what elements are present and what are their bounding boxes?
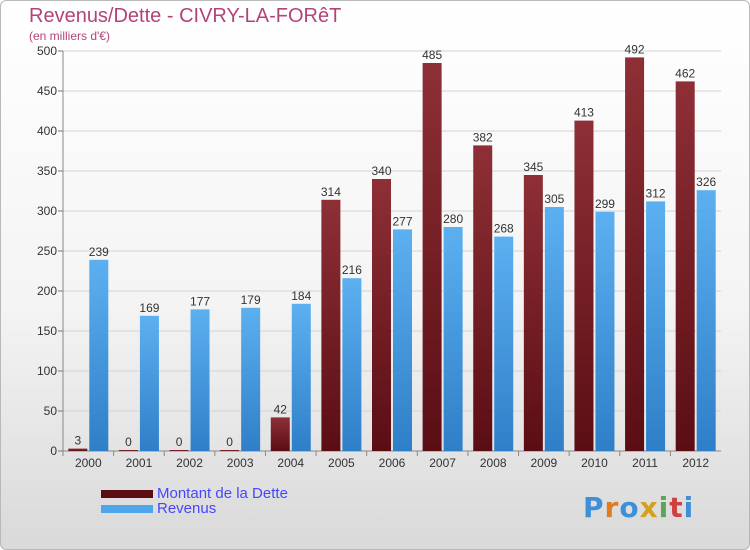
logo-letter: P bbox=[583, 491, 605, 524]
chart-title: Revenus/Dette - CIVRY-LA-FORêT bbox=[29, 5, 342, 27]
data-label-debt: 345 bbox=[523, 160, 543, 174]
bar-debt bbox=[523, 175, 543, 451]
legend-item-revenus: Revenus bbox=[101, 500, 288, 517]
bar-revenus bbox=[291, 303, 311, 451]
logo-letter: o bbox=[619, 491, 640, 524]
x-tick-label: 2005 bbox=[328, 456, 355, 470]
data-label-revenus: 312 bbox=[646, 186, 666, 200]
chart-legend: Montant de la Dette Revenus bbox=[101, 485, 288, 517]
bar-debt bbox=[574, 120, 594, 451]
bar-debt bbox=[372, 179, 391, 451]
y-tick-label: 50 bbox=[44, 404, 58, 418]
data-label-debt: 42 bbox=[274, 402, 288, 416]
bar-debt bbox=[169, 450, 189, 451]
logo-letter: x bbox=[639, 491, 659, 524]
data-label-debt: 0 bbox=[226, 435, 233, 449]
y-tick-label: 350 bbox=[37, 164, 57, 178]
x-tick-label: 2008 bbox=[480, 456, 507, 470]
logo-letter: r bbox=[604, 491, 620, 524]
bar-revenus bbox=[544, 207, 564, 451]
x-tick-label: 2011 bbox=[632, 456, 658, 470]
x-tick-label: 2001 bbox=[126, 456, 153, 470]
x-tick-label: 2012 bbox=[682, 456, 709, 470]
bar-debt bbox=[625, 57, 645, 452]
bar-revenus bbox=[139, 315, 159, 451]
x-tick-label: 2000 bbox=[75, 456, 102, 470]
data-label-revenus: 179 bbox=[241, 293, 261, 307]
bar-revenus bbox=[646, 201, 666, 451]
data-label-revenus: 326 bbox=[696, 175, 716, 189]
data-label-debt: 382 bbox=[473, 130, 493, 144]
data-label-debt: 3 bbox=[74, 434, 81, 448]
bar-revenus bbox=[89, 259, 109, 451]
x-tick-label: 2003 bbox=[227, 456, 254, 470]
data-label-debt: 340 bbox=[371, 164, 391, 178]
bar-revenus bbox=[342, 278, 362, 451]
legend-swatch-revenus bbox=[101, 504, 153, 513]
y-tick-label: 0 bbox=[50, 444, 57, 458]
legend-label-debt: Montant de la Dette bbox=[157, 485, 288, 502]
data-label-debt: 0 bbox=[125, 435, 132, 449]
x-tick-label: 2009 bbox=[530, 456, 557, 470]
x-tick-label: 2002 bbox=[176, 456, 203, 470]
logo-letter: t bbox=[669, 491, 684, 524]
bar-revenus bbox=[443, 227, 463, 451]
bar-debt bbox=[422, 63, 442, 451]
y-tick-label: 100 bbox=[37, 364, 57, 378]
y-tick-label: 200 bbox=[37, 284, 57, 298]
proxiti-logo: Proxiti bbox=[583, 491, 694, 524]
legend-item-debt: Montant de la Dette bbox=[101, 485, 288, 502]
data-label-debt: 0 bbox=[176, 435, 183, 449]
data-label-revenus: 268 bbox=[494, 222, 514, 236]
data-label-debt: 314 bbox=[321, 185, 341, 199]
bar-debt bbox=[270, 417, 290, 451]
data-label-debt: 462 bbox=[675, 66, 695, 80]
bar-revenus bbox=[595, 211, 615, 451]
data-label-revenus: 299 bbox=[595, 197, 615, 211]
data-label-revenus: 280 bbox=[443, 212, 463, 226]
bar-revenus bbox=[494, 236, 514, 451]
data-label-revenus: 239 bbox=[89, 245, 109, 259]
bar-debt bbox=[118, 450, 138, 451]
data-label-debt: 485 bbox=[422, 48, 442, 62]
data-label-revenus: 177 bbox=[190, 294, 210, 308]
y-tick-label: 250 bbox=[37, 244, 57, 258]
bar-revenus bbox=[190, 309, 210, 451]
data-label-revenus: 305 bbox=[544, 192, 564, 206]
bar-debt bbox=[220, 450, 240, 451]
logo-letter: i bbox=[683, 491, 695, 524]
data-label-debt: 492 bbox=[625, 42, 645, 56]
bar-debt bbox=[321, 199, 341, 451]
bar-revenus bbox=[241, 307, 261, 451]
data-label-revenus: 184 bbox=[291, 289, 311, 303]
y-tick-label: 300 bbox=[37, 204, 57, 218]
bar-revenus bbox=[393, 229, 412, 451]
x-tick-label: 2006 bbox=[379, 456, 406, 470]
x-tick-label: 2010 bbox=[581, 456, 608, 470]
y-tick-label: 400 bbox=[37, 124, 57, 138]
chart-subtitle: (en milliers d'€) bbox=[29, 29, 110, 43]
x-tick-label: 2007 bbox=[429, 456, 456, 470]
x-tick-label: 2004 bbox=[277, 456, 304, 470]
legend-label-revenus: Revenus bbox=[157, 500, 217, 517]
bar-debt bbox=[675, 81, 695, 452]
bar-debt bbox=[473, 145, 493, 451]
legend-swatch-debt bbox=[101, 489, 153, 498]
data-label-revenus: 277 bbox=[392, 214, 412, 228]
y-tick-label: 500 bbox=[37, 44, 57, 58]
bar-debt bbox=[68, 448, 88, 451]
bar-revenus bbox=[696, 190, 716, 451]
y-tick-label: 150 bbox=[37, 324, 57, 338]
y-tick-label: 450 bbox=[37, 84, 57, 98]
data-label-revenus: 169 bbox=[139, 301, 159, 315]
data-label-debt: 413 bbox=[574, 106, 594, 120]
logo-letter: i bbox=[658, 491, 670, 524]
data-label-revenus: 216 bbox=[342, 263, 362, 277]
